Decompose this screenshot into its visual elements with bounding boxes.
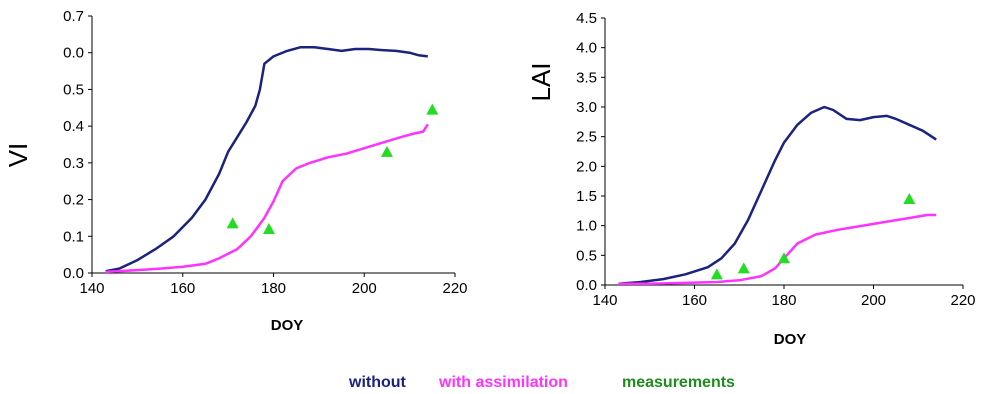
vi-x-tick-label: 200 — [352, 280, 377, 297]
vi-with-assimilation-line — [105, 123, 429, 274]
vi-y-tick-label: 0.1 — [63, 228, 84, 245]
vi-y-axis-label: VI — [3, 143, 33, 168]
vi-measurements-point — [380, 145, 393, 157]
legend: without with assimilation measurements — [348, 374, 735, 391]
vi-measurements-point — [262, 222, 275, 234]
lai-y-tick-label: 2.0 — [576, 158, 597, 175]
vi-chart: VI DOY 0.0 0.1 0.2 0.3 0.4 0.5 0.0 0.7 140 160 180… — [3, 8, 468, 334]
lai-y-tick-label: 4.0 — [576, 40, 597, 57]
legend-measurements: measurements — [622, 374, 735, 391]
lai-y-tick-label: 1.0 — [576, 218, 597, 235]
vi-y-tick-label: 0.2 — [63, 192, 84, 209]
lai-y-tick-label: 3.5 — [576, 69, 597, 86]
vi-measurements-point — [426, 103, 439, 115]
lai-y-tick-label: 1.5 — [576, 188, 597, 205]
vi-x-axis-label: DOY — [271, 317, 304, 334]
vi-y-tick-label: 0.0 — [63, 45, 84, 62]
lai-x-tick-label: 140 — [592, 292, 617, 309]
vi-x-tick-label: 180 — [261, 280, 286, 297]
vi-y-tick-label: 0.0 — [63, 265, 84, 282]
lai-y-tick-label: 2.5 — [576, 129, 597, 146]
lai-y-tick-label: 0.5 — [576, 247, 597, 264]
lai-without-line — [618, 105, 937, 286]
vi-y-tick-label: 0.7 — [63, 8, 84, 25]
lai-measurements-point — [778, 252, 790, 264]
lai-y-tick-label: 4.5 — [576, 10, 597, 27]
lai-x-tick-label: 200 — [861, 292, 886, 309]
lai-y-tick-label: 3.0 — [576, 99, 597, 116]
lai-chart: LAI DOY 0.0 0.5 1.0 1.5 2.0 2.5 3.0 3.5 4.0 4.5 14… — [526, 10, 976, 348]
lai-y-tick-label: 0.0 — [576, 277, 597, 294]
vi-x-tick-label: 220 — [442, 280, 467, 297]
lai-x-tick-label: 220 — [950, 292, 975, 309]
vi-without-line — [105, 45, 428, 273]
lai-x-tick-label: 160 — [682, 292, 707, 309]
vi-y-tick-label: 0.4 — [63, 118, 84, 135]
legend-with-assimilation: with assimilation — [438, 374, 568, 391]
lai-y-axis-label: LAI — [526, 62, 556, 101]
lai-x-tick-label: 180 — [771, 292, 796, 309]
lai-measurements-point — [903, 192, 916, 204]
vi-y-tick-label: 0.3 — [63, 155, 84, 172]
lai-measurements-point — [737, 262, 750, 274]
lai-with-assimilation-line — [618, 213, 937, 286]
vi-x-tick-label: 140 — [79, 280, 104, 297]
vi-x-tick-label: 160 — [170, 280, 195, 297]
legend-without: without — [348, 374, 407, 391]
vi-measurements-point — [226, 217, 239, 229]
vi-y-tick-label: 0.5 — [63, 81, 84, 98]
lai-measurements-point — [710, 268, 723, 280]
lai-x-axis-label: DOY — [774, 331, 807, 348]
